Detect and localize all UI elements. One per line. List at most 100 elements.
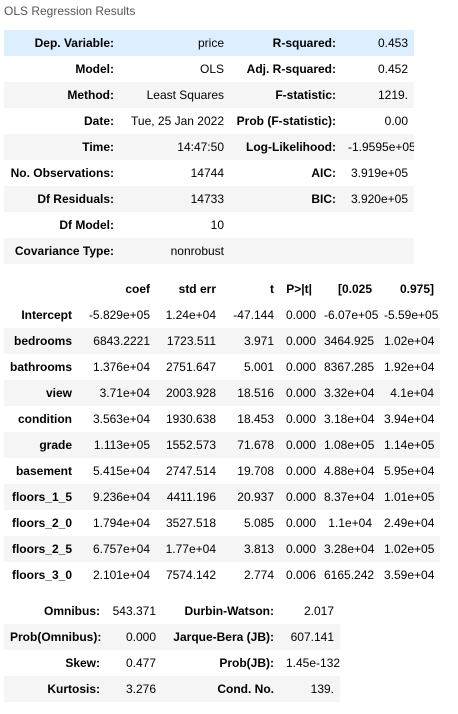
summary-value: 14733 <box>190 192 224 206</box>
coef-value: 3464.925 <box>324 334 375 348</box>
diagnostic-key: Durbin-Watson: <box>184 604 274 618</box>
diagnostic-value: 139. <box>310 682 334 696</box>
summary-key: Adj. R-squared: <box>246 62 336 76</box>
coef-value: 19.708 <box>237 464 274 478</box>
table-row: floors_1_5 9.236e+04 4411.196 20.937 0.000 8.… <box>4 484 440 510</box>
table-row: view 3.71e+04 2003.928 18.516 0.000 3.32e+04 4… <box>4 380 440 406</box>
coef-value: 6.757e+04 <box>92 542 150 556</box>
diagnostic-value: 0.000 <box>125 630 156 644</box>
coef-value: 9.236e+04 <box>92 490 150 504</box>
summary-key: Model: <box>75 62 114 76</box>
model-summary-table: Dep. Variable: price R-squared: 0.453 Model:… <box>4 30 414 264</box>
coef-value: 0.000 <box>286 464 317 478</box>
summary-value: 10 <box>210 218 224 232</box>
coef-value: 0.000 <box>286 542 317 556</box>
coef-value: 0.000 <box>286 412 317 426</box>
diagnostic-value: 0.477 <box>125 656 156 670</box>
coef-value: 0.000 <box>286 516 317 530</box>
diagnostic-row: Prob(Omnibus): 0.000 Jarque-Bera (JB): 607.… <box>4 624 340 650</box>
summary-row: Covariance Type: nonrobust <box>4 238 414 264</box>
table-row: floors_3_0 2.101e+04 7574.142 2.774 0.006 616… <box>4 562 440 588</box>
coef-header-row: coef std err t P>|t| [0.025 0.975] <box>4 276 440 302</box>
summary-key: F-statistic: <box>275 88 336 102</box>
summary-value: 14744 <box>190 166 224 180</box>
coef-value: 3.59e+04 <box>384 568 435 582</box>
coef-value: 2.774 <box>243 568 274 582</box>
coef-value: -47.144 <box>233 308 274 322</box>
diagnostic-value: 1.45e-132 <box>286 656 340 670</box>
diagnostic-value: 543.371 <box>112 604 156 618</box>
table-row: bedrooms 6843.2221 1723.511 3.971 0.000 3464.… <box>4 328 440 354</box>
summary-key: Df Model: <box>59 218 114 232</box>
coef-value: -5.59e+05 <box>384 308 439 322</box>
coef-value: 3.971 <box>243 334 274 348</box>
summary-row: Model: OLS Adj. R-squared: 0.452 <box>4 56 414 82</box>
coef-term-name: bedrooms <box>13 334 72 348</box>
coef-term-name: floors_2_5 <box>11 542 72 556</box>
summary-value: 3.920e+05 <box>350 192 408 206</box>
coef-value: 2003.928 <box>165 386 216 400</box>
coef-value: 0.006 <box>286 568 317 582</box>
coef-value: 1.1e+04 <box>328 516 372 530</box>
coef-value: 2747.514 <box>165 464 216 478</box>
coef-value: 0.000 <box>286 386 317 400</box>
coef-term-name: view <box>45 386 72 400</box>
coef-value: 2.101e+04 <box>92 568 150 582</box>
table-row: condition 3.563e+04 1930.638 18.453 0.000 3.1… <box>4 406 440 432</box>
coef-value: 3527.518 <box>165 516 216 530</box>
coef-value: 5.415e+04 <box>92 464 150 478</box>
coef-value: 1.02e+05 <box>384 542 435 556</box>
diagnostic-key: Omnibus: <box>44 604 100 618</box>
diagnostic-value: 607.141 <box>290 630 334 644</box>
summary-key: Prob (F-statistic): <box>236 114 336 128</box>
summary-value: -1.9595e+05 <box>348 140 414 154</box>
coef-value: 5.001 <box>243 360 274 374</box>
coef-value: 5.95e+04 <box>384 464 435 478</box>
summary-value: 0.452 <box>377 62 408 76</box>
coef-column-header: coef <box>78 276 156 302</box>
diagnostic-value: 3.276 <box>125 682 156 696</box>
summary-key: Log-Likelihood: <box>246 140 336 154</box>
diagnostics-table: Omnibus: 543.371 Durbin-Watson: 2.017 Prob(O… <box>4 598 340 702</box>
coef-value: 1.113e+05 <box>93 438 150 452</box>
coef-value: 1.01e+05 <box>384 490 435 504</box>
summary-key: Method: <box>67 88 114 102</box>
coef-term-name: bathrooms <box>10 360 73 374</box>
coef-term-name: floors_3_0 <box>11 568 72 582</box>
coef-value: 3.32e+04 <box>324 386 375 400</box>
coef-value: 1.794e+04 <box>92 516 150 530</box>
coef-value: 0.000 <box>286 490 317 504</box>
summary-key: Df Residuals: <box>37 192 114 206</box>
coef-term-name: floors_1_5 <box>11 490 72 504</box>
summary-key: Time: <box>82 140 114 154</box>
summary-row: Df Residuals: 14733 BIC: 3.920e+05 <box>4 186 414 212</box>
diagnostic-key: Kurtosis: <box>47 682 100 696</box>
coef-term-name: basement <box>15 464 72 478</box>
coef-value: 1.08e+05 <box>324 438 375 452</box>
summary-value: 0.00 <box>384 114 408 128</box>
summary-row: No. Observations: 14744 AIC: 3.919e+05 <box>4 160 414 186</box>
coef-value: 1.92e+04 <box>384 360 435 374</box>
coef-value: 1552.573 <box>165 438 216 452</box>
coef-value: 3.71e+04 <box>99 386 150 400</box>
coef-value: 3.563e+04 <box>92 412 150 426</box>
coef-value: 0.000 <box>286 334 317 348</box>
coef-value: 0.000 <box>286 360 317 374</box>
summary-key: Dep. Variable: <box>34 36 114 50</box>
diagnostic-key: Jarque-Bera (JB): <box>173 630 274 644</box>
coef-value: 1.24e+04 <box>165 308 216 322</box>
coef-value: 2751.647 <box>165 360 216 374</box>
coef-value: 4411.196 <box>166 490 216 504</box>
coef-column-header: [0.025 <box>318 276 378 302</box>
coef-value: 4.1e+04 <box>390 386 434 400</box>
summary-key: Covariance Type: <box>14 244 114 258</box>
table-row: floors_2_0 1.794e+04 3527.518 5.085 0.000 1.1… <box>4 510 440 536</box>
summary-key: AIC: <box>311 166 336 180</box>
table-row: bathrooms 1.376e+04 2751.647 5.001 0.000 8367… <box>4 354 440 380</box>
coef-value: 8367.285 <box>324 360 375 374</box>
coef-value: 0.000 <box>286 438 317 452</box>
diagnostic-key: Cond. No. <box>217 682 274 696</box>
coef-value: 5.085 <box>243 516 274 530</box>
coef-term-name: Intercept <box>21 308 72 322</box>
coef-term-name: floors_2_0 <box>11 516 72 530</box>
